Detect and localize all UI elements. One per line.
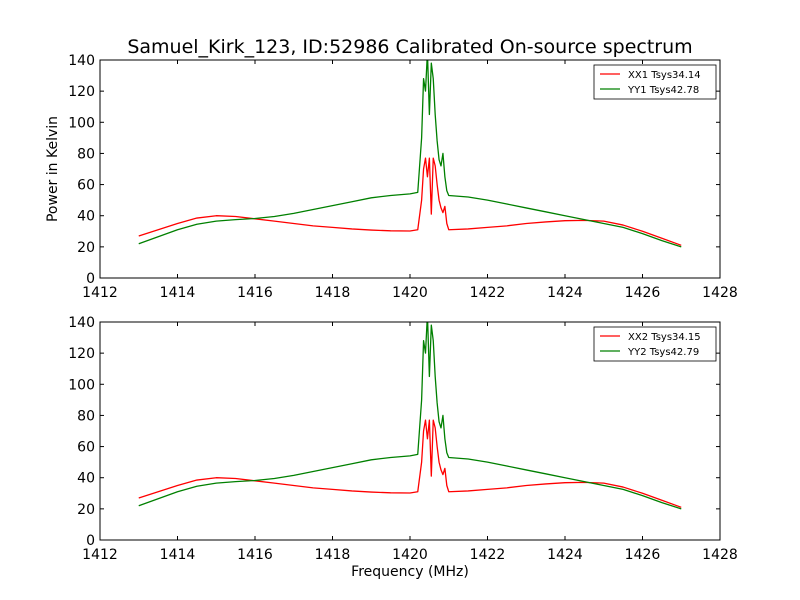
y-tick-label: 100 — [68, 377, 95, 393]
y-tick-label: 20 — [77, 502, 95, 518]
legend-label: XX2 Tsys34.15 — [628, 332, 701, 343]
x-tick-label: 1416 — [237, 285, 273, 301]
x-tick-label: 1424 — [547, 285, 583, 301]
x-tick-label: 1424 — [547, 547, 583, 563]
x-tick-label: 1412 — [82, 547, 118, 563]
x-tick-label: 1412 — [82, 285, 118, 301]
y-tick-label: 60 — [77, 178, 95, 194]
legend: XX2 Tsys34.15 YY2 Tsys42.79 — [593, 326, 717, 362]
y-tick-label: 40 — [77, 471, 95, 487]
legend-box — [593, 326, 717, 362]
x-tick-label: 1418 — [315, 547, 351, 563]
chart-title: Samuel_Kirk_123, ID:52986 Calibrated On-… — [127, 36, 692, 58]
x-tick-label: 1422 — [470, 547, 506, 563]
y-tick-label: 80 — [77, 408, 95, 424]
x-tick-label: 1426 — [625, 547, 661, 563]
x-tick-label: 1420 — [392, 285, 428, 301]
y-tick-label: 140 — [68, 315, 95, 331]
series-line-yy1 — [138, 60, 682, 248]
y-tick-label: 100 — [68, 115, 95, 131]
x-tick-label: 1420 — [392, 547, 428, 563]
bottom-panel: 1412 1414 1416 1418 1420 1422 1424 1426 1428 0 20 4… — [68, 315, 738, 563]
y-axis-label: Power in Kelvin — [45, 116, 61, 222]
x-tick-label: 1422 — [470, 285, 506, 301]
x-tick-label: 1428 — [702, 285, 738, 301]
legend-label: XX1 Tsys34.14 — [628, 70, 701, 81]
legend-label: YY2 Tsys42.79 — [627, 347, 699, 358]
y-tick-label: 120 — [68, 346, 95, 362]
x-tick-label: 1428 — [702, 547, 738, 563]
x-axis-label: Frequency (MHz) — [351, 564, 469, 580]
legend-label: YY1 Tsys42.78 — [627, 85, 699, 96]
x-tick-label: 1414 — [160, 285, 196, 301]
series-line-xx1 — [138, 157, 682, 246]
y-tick-label: 80 — [77, 146, 95, 162]
legend-box — [593, 64, 717, 100]
y-tick-label: 20 — [77, 240, 95, 256]
top-panel: 1412 1414 1416 1418 1420 1422 1424 1426 1428 0 20 4… — [68, 53, 738, 301]
y-tick-label: 0 — [86, 533, 95, 549]
x-tick-label: 1418 — [315, 285, 351, 301]
y-tick-label: 60 — [77, 440, 95, 456]
y-tick-label: 140 — [68, 53, 95, 69]
x-tick-label: 1426 — [625, 285, 661, 301]
x-tick-label: 1416 — [237, 547, 273, 563]
legend: XX1 Tsys34.14 YY1 Tsys42.78 — [593, 64, 717, 100]
series-line-yy2 — [138, 322, 682, 510]
x-tick-label: 1414 — [160, 547, 196, 563]
y-tick-label: 120 — [68, 84, 95, 100]
y-tick-label: 0 — [86, 271, 95, 287]
y-tick-label: 40 — [77, 209, 95, 225]
series-line-xx2 — [138, 419, 682, 508]
